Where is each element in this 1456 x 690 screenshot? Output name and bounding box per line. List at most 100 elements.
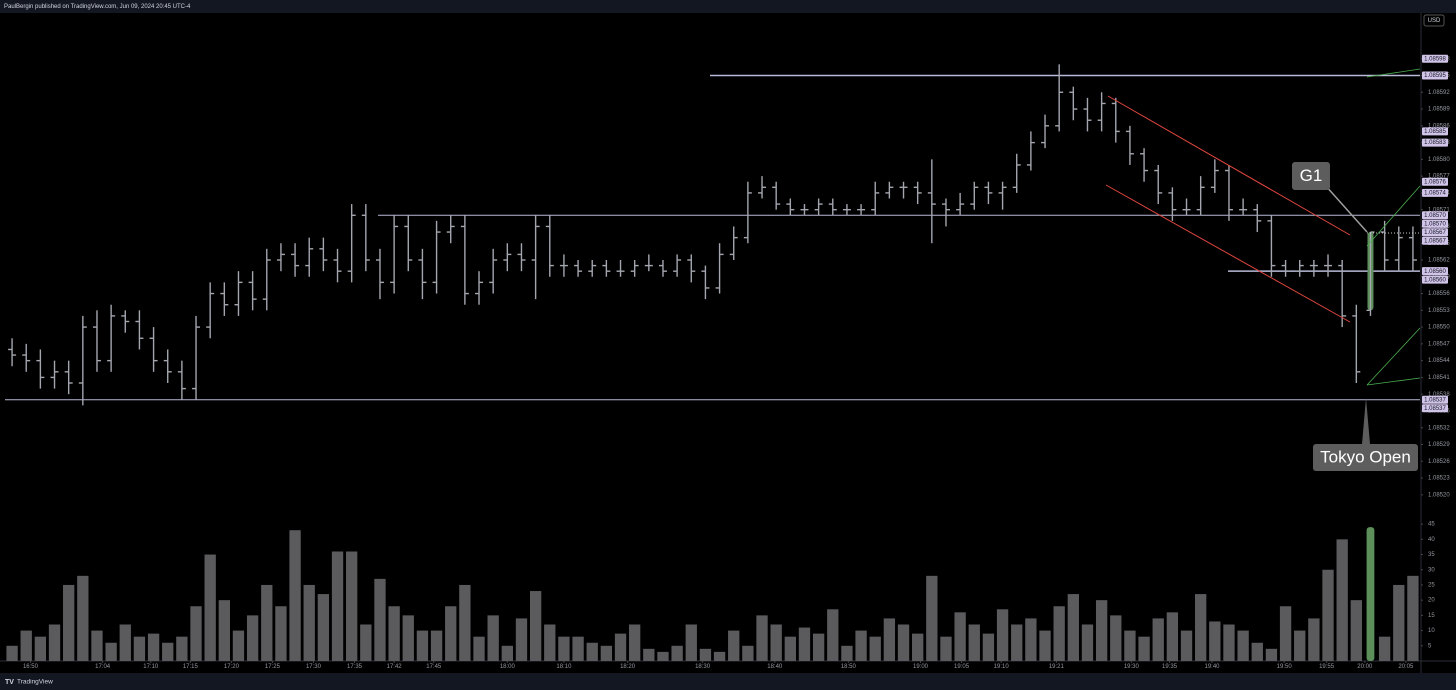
callout-pointer (1362, 398, 1370, 444)
volume-bar (841, 645, 853, 661)
volume-bar (827, 609, 839, 661)
y-tick-label: 1.08580 (1428, 157, 1450, 163)
volume-bar (374, 578, 386, 661)
volume-bar (147, 633, 160, 661)
price-tag (1422, 211, 1448, 220)
price-tag-label: 1.08585 (1424, 129, 1446, 135)
price-tag-label: 1.08567 (1424, 238, 1446, 244)
callout-pointer (1324, 184, 1368, 233)
volume-bar (331, 551, 344, 661)
volume-bar (926, 575, 938, 661)
y-tick-label: 1.08529 (1428, 442, 1450, 448)
volume-tick-label: 25 (1428, 583, 1435, 589)
volume-bar (671, 645, 683, 661)
volume-bar (20, 630, 32, 661)
volume-bar (63, 584, 75, 661)
volume-bar (798, 627, 811, 661)
price-tag-label: 1.08537 (1424, 397, 1446, 403)
price-tag-label: 1.08598 (1424, 56, 1446, 62)
y-tick-label: 1.08541 (1428, 375, 1450, 381)
y-tick-label: 1.08544 (1428, 358, 1450, 364)
volume-bar (1366, 527, 1375, 661)
y-tick-label: 1.08547 (1428, 341, 1450, 347)
x-tick-label: 18:50 (841, 664, 857, 670)
y-tick-label: 1.08526 (1428, 459, 1450, 465)
callout-box (1292, 162, 1330, 190)
volume-bar (643, 648, 655, 661)
volume-tick-label: 35 (1428, 552, 1435, 558)
x-tick-label: 17:35 (347, 664, 363, 670)
price-tag (1422, 236, 1448, 245)
volume-bar (317, 594, 330, 661)
price-tag (1422, 138, 1448, 147)
x-tick-label: 17:20 (224, 664, 240, 670)
x-tick-label: 18:20 (620, 664, 636, 670)
volume-bar (1138, 636, 1150, 661)
volume-bar (713, 651, 726, 661)
volume-bar (756, 615, 768, 661)
volume-bar (1322, 569, 1334, 661)
y-tick-label: 1.08571 (1428, 207, 1450, 213)
volume-bar (1195, 594, 1207, 661)
y-tick-label: 1.08586 (1428, 123, 1450, 129)
volume-bar (869, 636, 881, 661)
volume-bar (34, 636, 47, 661)
volume-bar (558, 636, 570, 661)
volume-bar (1251, 642, 1263, 661)
volume-bar (1124, 630, 1136, 661)
price-tag (1422, 54, 1448, 63)
volume-bar (246, 615, 259, 661)
volume-bar (1067, 594, 1079, 661)
x-tick-label: 18:40 (767, 664, 783, 670)
volume-bar (501, 645, 513, 661)
volume-bar (459, 584, 471, 661)
x-tick-label: 18:00 (500, 664, 516, 670)
volume-bar (261, 584, 273, 661)
volume-bar (515, 618, 528, 661)
currency-box[interactable] (1423, 14, 1445, 27)
volume-bar (742, 645, 754, 661)
volume-bar (204, 554, 216, 661)
x-tick-label: 19:35 (1162, 664, 1178, 670)
price-tag-label: 1.08574 (1424, 190, 1446, 196)
x-tick-label: 17:25 (265, 664, 281, 670)
price-tag (1422, 228, 1448, 237)
volume-tick-label: 20 (1428, 598, 1435, 604)
volume-bar (1279, 606, 1292, 661)
volume-bar (473, 636, 485, 661)
volume-bar (430, 630, 443, 661)
volume-bar (1350, 600, 1362, 661)
volume-bar (685, 624, 697, 661)
volume-tick-label: 40 (1428, 537, 1435, 543)
price-tag (1422, 404, 1448, 413)
channel-line (1105, 184, 1351, 323)
fan-line (1366, 327, 1421, 386)
volume-bar (360, 624, 372, 661)
volume-bar (629, 624, 641, 661)
volume-bar (1039, 630, 1051, 661)
volume-bar (1209, 621, 1221, 661)
volume-bar (614, 633, 627, 661)
volume-bar (190, 606, 202, 661)
x-tick-label: 19:21 (1049, 664, 1065, 670)
volume-bar (289, 530, 301, 661)
y-tick-label: 1.08592 (1428, 90, 1450, 96)
callout-box (1313, 444, 1418, 471)
volume-bar (1081, 624, 1094, 661)
price-tag-label: 1.08560 (1424, 269, 1446, 275)
volume-bar (1294, 630, 1306, 661)
volume-bar (996, 609, 1009, 661)
footer-logo: TV (5, 679, 14, 686)
volume-bar (1237, 630, 1249, 661)
volume-bar (91, 630, 103, 661)
volume-bar (6, 645, 18, 661)
x-tick-label: 19:50 (1277, 664, 1293, 670)
volume-bar (487, 615, 499, 661)
volume-bar (812, 633, 825, 661)
x-tick-label: 17:04 (95, 664, 111, 670)
x-tick-label: 19:10 (994, 664, 1010, 670)
volume-bar (954, 612, 966, 661)
x-tick-label: 19:40 (1204, 664, 1220, 670)
volume-bar (1393, 584, 1405, 661)
